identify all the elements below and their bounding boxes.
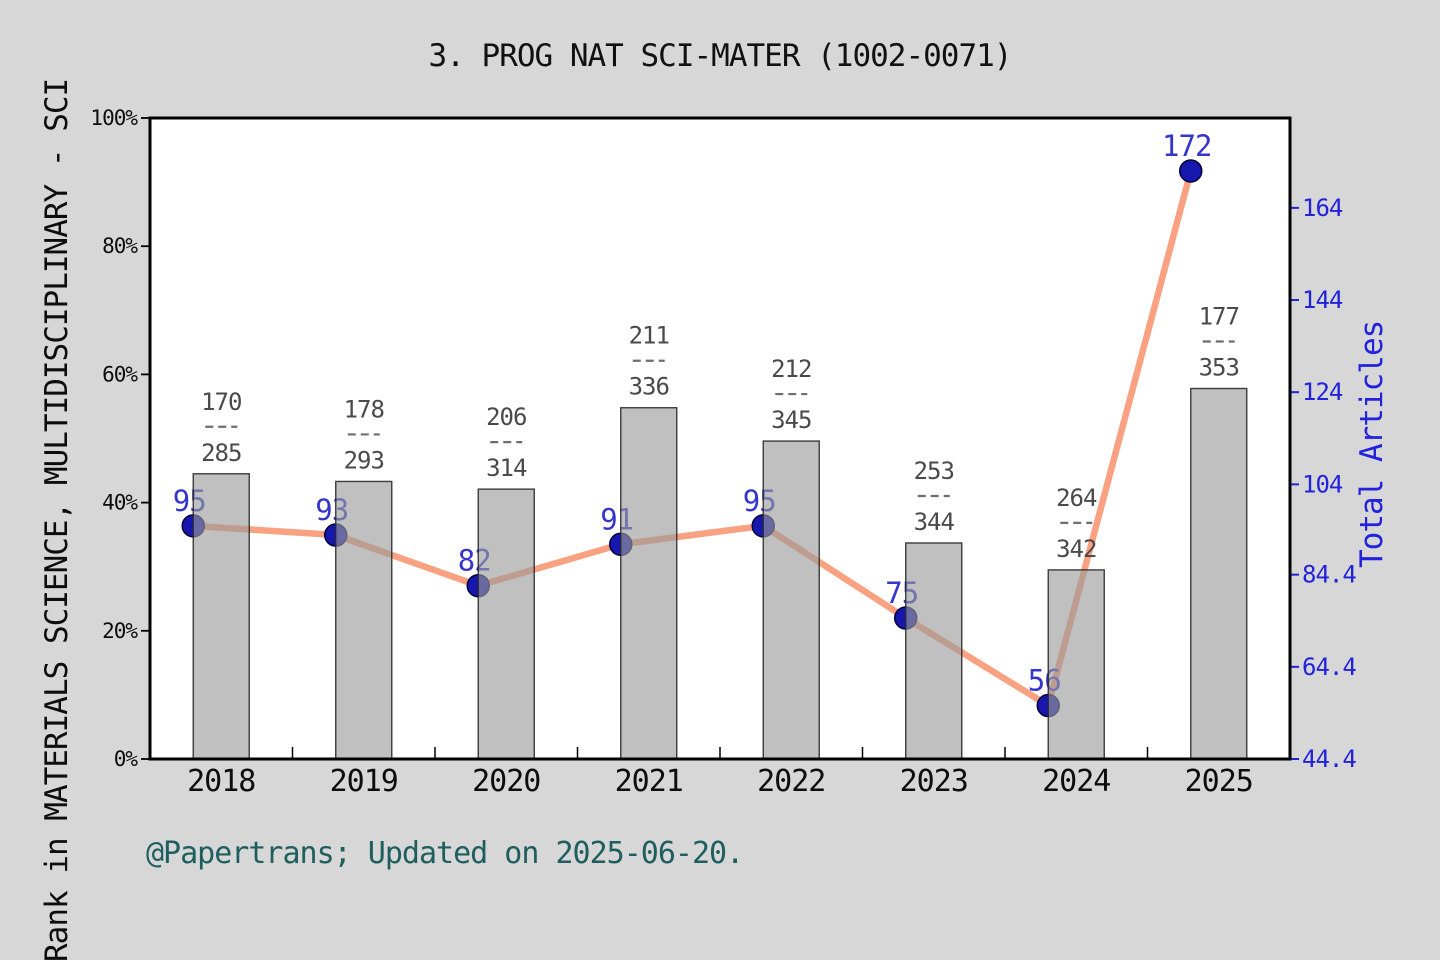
right-axis-title: Total Articles (1354, 320, 1390, 568)
x-tick-label: 2018 (187, 764, 255, 799)
left-axis-title: Rank in MATERIALS SCIENCE, MULTIDISCIPLI… (39, 78, 75, 960)
fraction-denominator: 336 (629, 373, 669, 401)
value-label: 172 (1162, 129, 1211, 163)
fraction-denominator: 285 (201, 439, 241, 467)
fraction-numerator: 264 (1056, 484, 1097, 512)
rank-bar (905, 542, 963, 760)
left-tick-label: 0% (114, 747, 139, 771)
fraction-denominator: 345 (771, 406, 811, 434)
rank-bar (1047, 569, 1105, 760)
x-tick-label: 2020 (472, 764, 540, 799)
plot-border (148, 116, 1292, 761)
x-tick-label: 2019 (330, 764, 398, 799)
rank-bar (192, 473, 250, 760)
left-tick-label: 20% (102, 619, 138, 643)
footer-note: @Papertrans; Updated on 2025-06-20. (146, 836, 744, 871)
right-tick-label: 104 (1302, 470, 1343, 498)
x-tick-label: 2024 (1042, 764, 1110, 799)
fraction-denominator: 293 (344, 446, 384, 474)
x-tick-label: 2022 (757, 764, 825, 799)
right-tick-label: 164 (1302, 194, 1343, 222)
rank-bar (477, 488, 535, 760)
fraction-numerator: 170 (201, 388, 241, 416)
right-tick-label: 84.4 (1302, 561, 1356, 589)
chart-title: 3. PROG NAT SCI-MATER (1002-0071) (428, 38, 1013, 74)
fraction-numerator: 206 (486, 403, 526, 431)
fraction-numerator: 212 (771, 355, 811, 383)
fraction-denominator: 353 (1199, 354, 1239, 382)
right-tick-label: 44.4 (1302, 745, 1356, 773)
right-tick-label: 64.4 (1302, 653, 1356, 681)
fraction-numerator: 177 (1199, 303, 1239, 331)
fraction-denominator: 342 (1056, 535, 1096, 563)
right-tick-label: 124 (1302, 378, 1343, 406)
x-tick-label: 2025 (1185, 764, 1253, 799)
fraction-numerator: 211 (629, 322, 669, 350)
left-tick-label: 60% (102, 362, 138, 386)
data-point-marker (1179, 159, 1203, 183)
left-tick-label: 40% (102, 491, 138, 515)
fraction-denominator: 314 (486, 454, 527, 482)
rank-bar (335, 480, 393, 760)
left-tick-label: 80% (102, 234, 138, 258)
fraction-numerator: 178 (344, 395, 384, 423)
fraction-numerator: 253 (914, 457, 954, 485)
x-tick-label: 2023 (900, 764, 968, 799)
x-tick-label: 2021 (615, 764, 683, 799)
left-tick-label: 100% (90, 106, 138, 130)
rank-bar (762, 440, 820, 760)
right-tick-label: 144 (1302, 286, 1343, 314)
rank-bar (620, 407, 678, 760)
fraction-denominator: 344 (914, 508, 955, 536)
rank-bar (1190, 387, 1248, 760)
